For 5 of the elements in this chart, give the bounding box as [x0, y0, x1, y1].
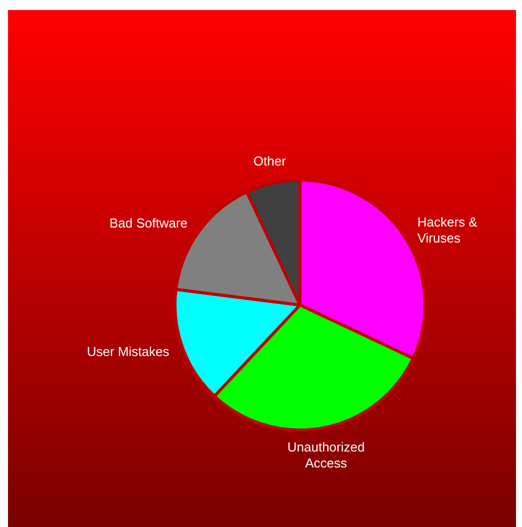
slice-label: Hackers & Viruses	[417, 214, 478, 246]
slice-label: Unauthorized Access	[287, 440, 365, 471]
slice-label: Other	[253, 153, 287, 168]
slice-label: Bad Software	[110, 215, 188, 230]
slice-label: User Mistakes	[86, 344, 170, 360]
